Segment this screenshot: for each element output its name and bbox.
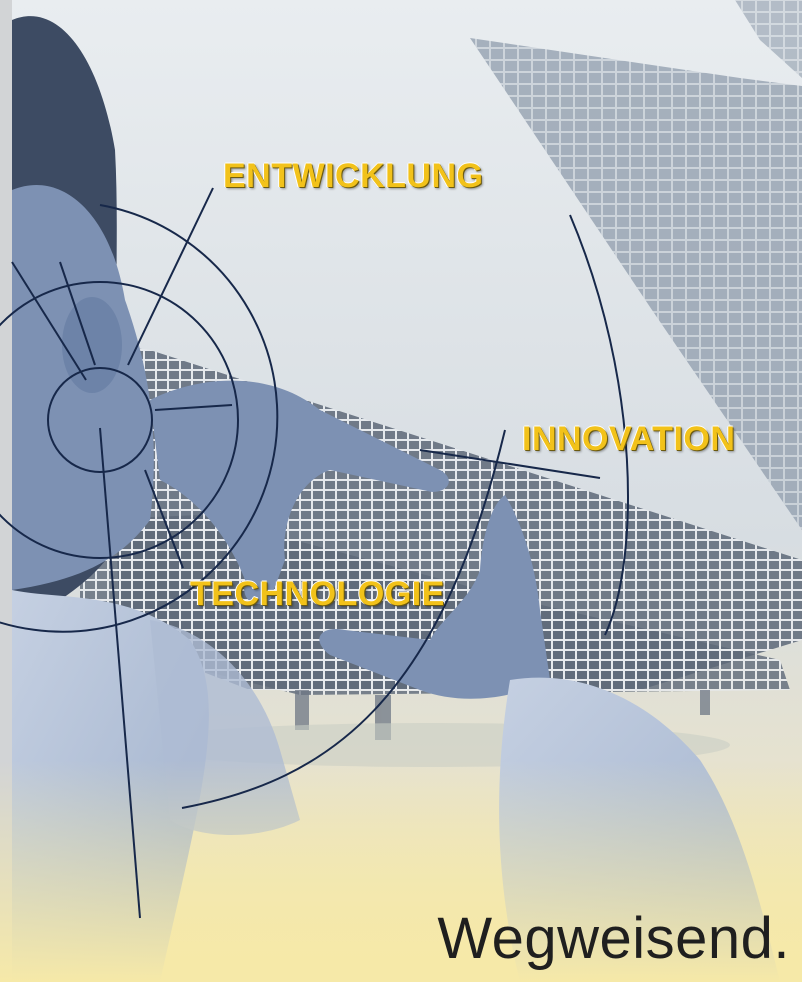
right-arc (569, 214, 629, 636)
pointer-line-innovation (419, 449, 601, 479)
pointer-line-3 (154, 404, 233, 411)
slogan: Wegweisend. (437, 906, 790, 971)
keyword-innovation: INNOVATION (522, 420, 736, 458)
lower-arc (181, 429, 506, 809)
target-circles (0, 187, 629, 919)
pointer-line-entwicklung (127, 187, 214, 366)
pointer-line-technologie (144, 469, 184, 569)
pointer-line-2 (59, 261, 96, 366)
large-solar-panel (470, 0, 802, 530)
bottom-gradient (0, 760, 802, 982)
outer-circle (0, 204, 279, 633)
pointer-line-1 (11, 261, 87, 381)
inner-circle (47, 367, 153, 473)
keyword-entwicklung: ENTWICKLUNG (223, 157, 484, 195)
left-border-strip (0, 0, 12, 982)
middle-circle (0, 281, 239, 559)
keyword-technologie: TECHNOLOGIE (190, 575, 445, 613)
pointer-line-vertical (99, 427, 141, 919)
